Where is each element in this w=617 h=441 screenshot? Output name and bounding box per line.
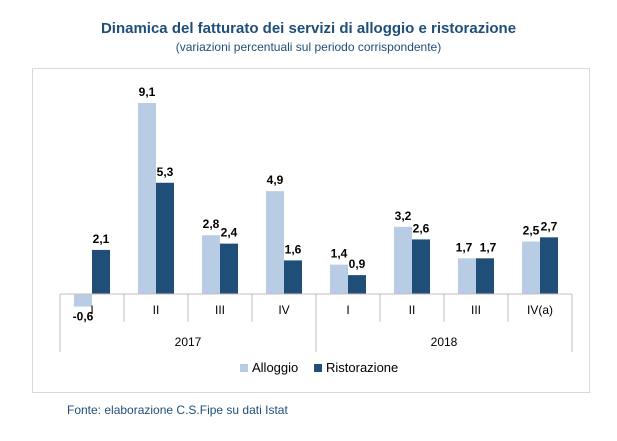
data-label: 1,6 [285, 242, 302, 256]
legend-swatch-ristorazione [314, 364, 322, 372]
category-label: III [215, 303, 225, 317]
bar-ristorazione [156, 182, 174, 294]
bar-alloggio [522, 241, 540, 294]
data-label: -0,6 [73, 310, 94, 324]
data-label: 2,6 [413, 221, 430, 235]
category-label: I [346, 303, 349, 317]
data-label: 9,1 [139, 85, 156, 99]
category-label: II [153, 303, 160, 317]
bar-ristorazione [92, 249, 110, 294]
data-label: 4,9 [267, 173, 284, 187]
bar-ristorazione [220, 243, 238, 294]
category-label: III [471, 303, 481, 317]
category-label: II [409, 303, 416, 317]
category-label: IV [278, 303, 289, 317]
data-label: 2,7 [541, 219, 558, 233]
bar-alloggio [394, 226, 412, 294]
category-label: I [90, 303, 93, 317]
bar-ristorazione [412, 239, 430, 294]
data-label: 2,8 [203, 217, 220, 231]
chart-subtitle: (variazioni percentuali sul periodo corr… [175, 40, 442, 54]
legend-label: Ristorazione [326, 360, 398, 375]
bar-alloggio [266, 191, 284, 294]
bar-alloggio [138, 103, 156, 294]
data-label: 5,3 [157, 165, 174, 179]
bar-ristorazione [348, 275, 366, 294]
bar-alloggio [330, 264, 348, 294]
bar-alloggio [202, 235, 220, 294]
group-label: 2018 [431, 335, 458, 349]
bar-ristorazione [476, 258, 494, 294]
data-label: 1,4 [331, 247, 348, 261]
group-label: 2017 [175, 335, 202, 349]
category-label: IV(a) [527, 303, 553, 317]
data-label: 2,5 [523, 224, 540, 238]
data-label: 2,1 [93, 232, 110, 246]
legend-swatch-alloggio [240, 364, 248, 372]
legend-label: Alloggio [252, 360, 298, 375]
chart-title: Dinamica del fatturato dei servizi di al… [100, 20, 517, 37]
bar-ristorazione [540, 237, 558, 294]
data-label: 1,7 [480, 240, 497, 254]
data-label: 2,4 [221, 226, 238, 240]
source-note: Fonte: elaborazione C.S.Fipe su dati Ist… [67, 403, 288, 417]
bar-alloggio [74, 294, 92, 307]
chart-area-border [32, 68, 590, 393]
bar-alloggio [458, 258, 476, 294]
data-label: 1,7 [456, 240, 473, 254]
data-label: 0,9 [349, 257, 366, 271]
bar-ristorazione [284, 260, 302, 294]
data-label: 3,2 [395, 209, 412, 223]
